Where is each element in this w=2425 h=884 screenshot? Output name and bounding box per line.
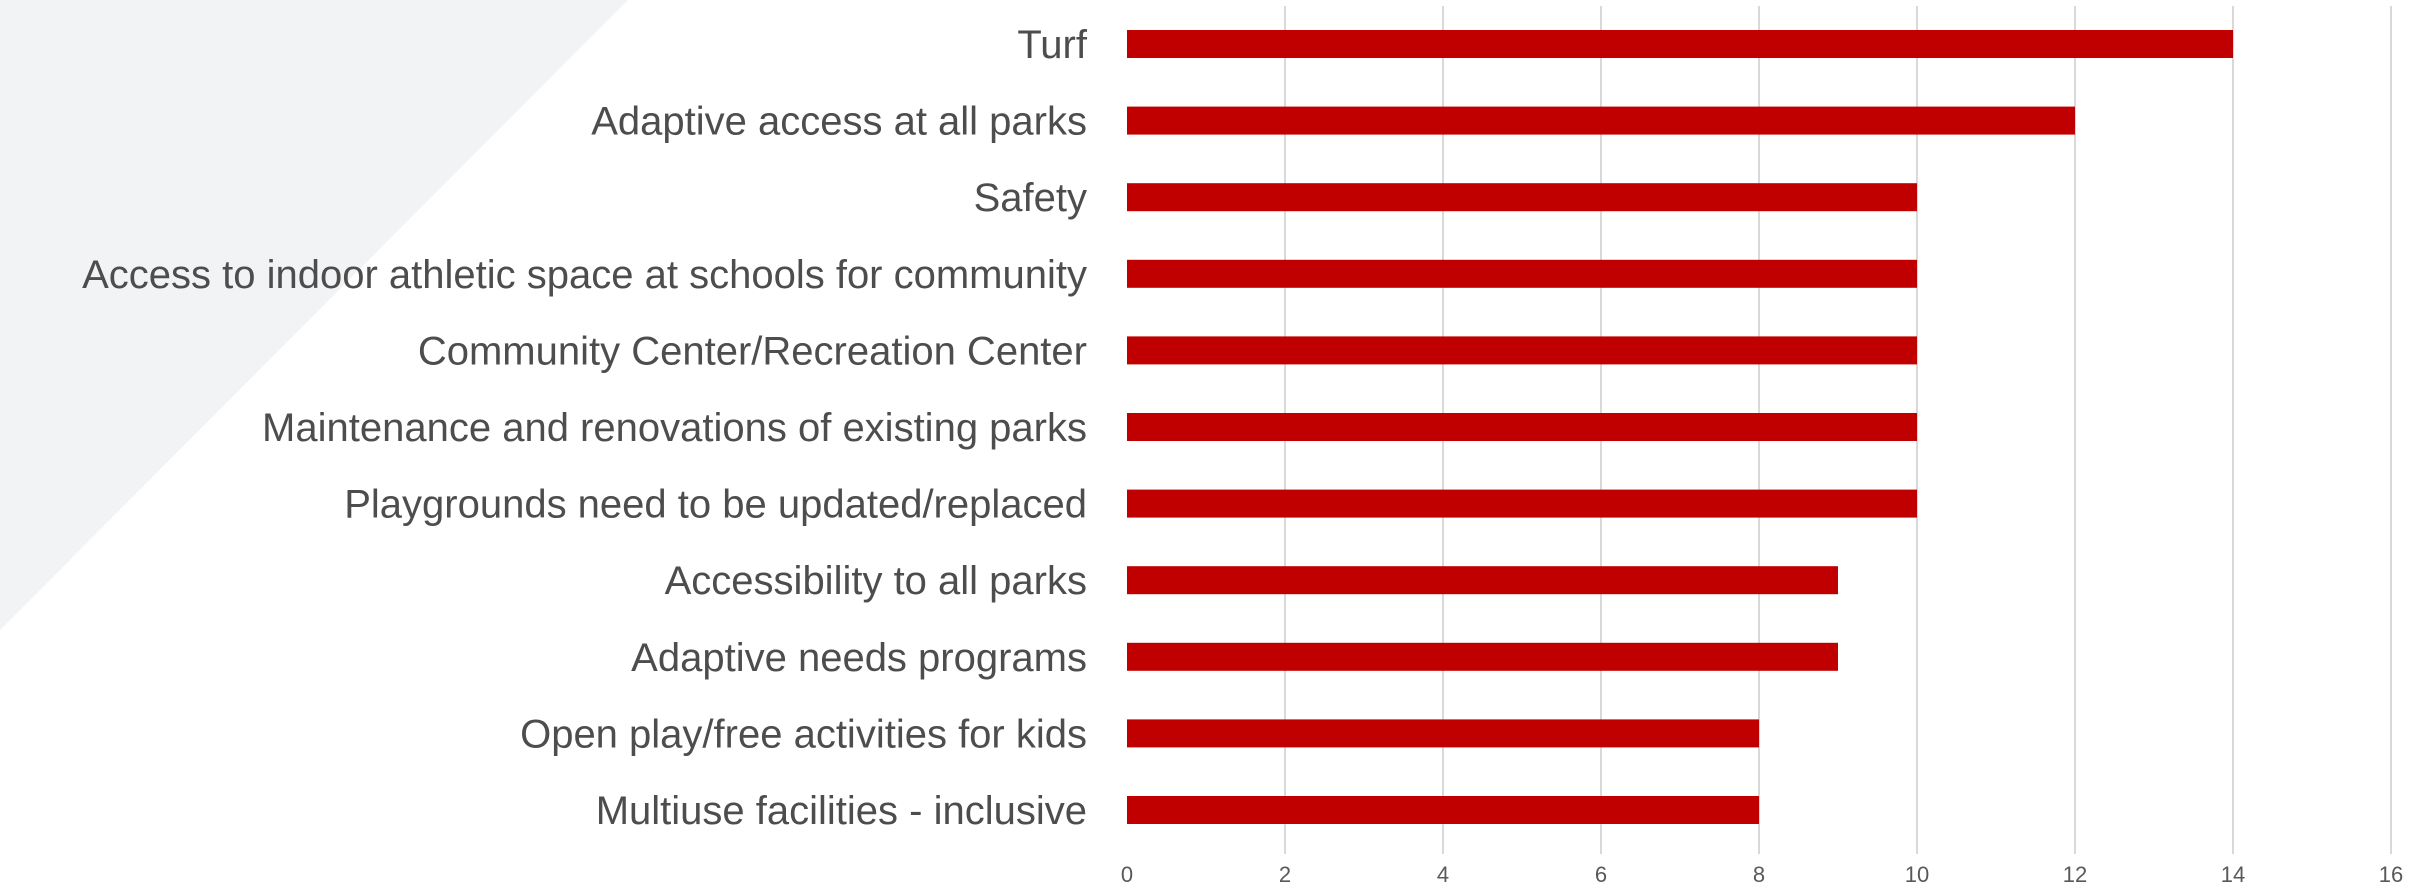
category-label-safety: Safety xyxy=(974,176,1087,220)
bars xyxy=(1127,30,2233,824)
bar-turf xyxy=(1127,30,2233,58)
category-label-multiuse-facilities-inclusive: Multiuse facilities - inclusive xyxy=(596,789,1087,833)
category-label-adaptive-needs-programs: Adaptive needs programs xyxy=(631,636,1087,680)
bar-maintenance-and-renovations-of-existing-parks xyxy=(1127,413,1917,441)
category-label-turf: Turf xyxy=(1017,23,1088,67)
category-label-maintenance-and-renovations-of-existing-parks: Maintenance and renovations of existing … xyxy=(262,406,1087,450)
x-tick-label-8: 8 xyxy=(1753,862,1765,884)
category-label-playgrounds-need-to-be-updated-replaced: Playgrounds need to be updated/replaced xyxy=(344,483,1087,527)
background-triangle xyxy=(0,0,628,630)
bar-accessibility-to-all-parks xyxy=(1127,566,1838,595)
x-tick-label-4: 4 xyxy=(1437,862,1449,884)
bar-adaptive-access-at-all-parks xyxy=(1127,106,2075,135)
category-label-adaptive-access-at-all-parks: Adaptive access at all parks xyxy=(591,100,1087,144)
x-tick-label-6: 6 xyxy=(1595,862,1607,884)
bar-access-to-indoor-athletic-space-at-schools-for-community xyxy=(1127,259,1917,288)
category-label-access-to-indoor-athletic-space-at-schools-for-community: Access to indoor athletic space at schoo… xyxy=(82,253,1087,297)
x-tick-label-2: 2 xyxy=(1279,862,1291,884)
category-label-community-center-recreation-center: Community Center/Recreation Center xyxy=(418,329,1087,373)
x-tick-label-10: 10 xyxy=(1905,862,1929,884)
category-labels: Turf Adaptive access at all parks Safety Ac… xyxy=(82,23,1088,833)
x-tick-labels: 0 2 4 6 8 10 12 14 16 xyxy=(1121,862,2403,884)
x-tick-label-14: 14 xyxy=(2221,862,2245,884)
x-tick-label-12: 12 xyxy=(2063,862,2087,884)
bar-multiuse-facilities-inclusive xyxy=(1127,796,1759,824)
category-label-accessibility-to-all-parks: Accessibility to all parks xyxy=(665,559,1087,603)
category-label-open-play-free-activities-for-kids: Open play/free activities for kids xyxy=(520,712,1087,756)
bar-safety xyxy=(1127,183,1917,212)
bar-open-play-free-activities-for-kids xyxy=(1127,719,1759,748)
bar-community-center-recreation-center xyxy=(1127,336,1917,365)
x-tick-label-0: 0 xyxy=(1121,862,1133,884)
x-tick-label-16: 16 xyxy=(2379,862,2403,884)
bar-playgrounds-need-to-be-updated-replaced xyxy=(1127,489,1917,518)
bar-adaptive-needs-programs xyxy=(1127,642,1838,671)
